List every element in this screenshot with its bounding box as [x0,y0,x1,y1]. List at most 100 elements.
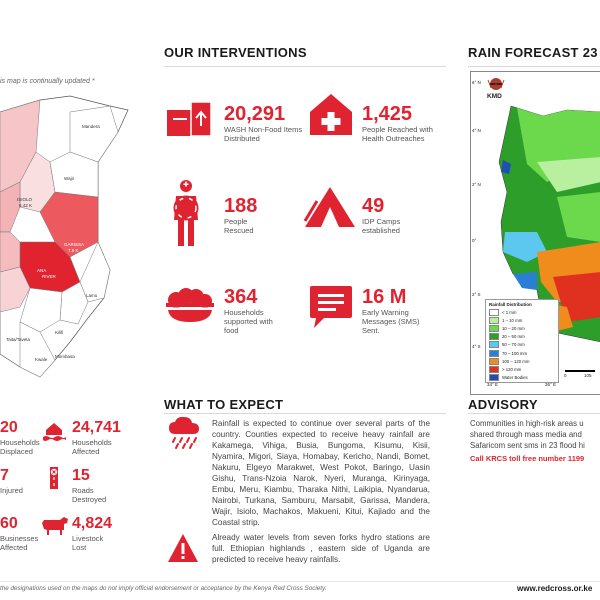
sms-icon [310,286,352,328]
tent-icon [303,187,355,227]
divider [468,66,600,67]
map-update-note: is map is continually updated * [0,78,95,85]
legend-row: 10 – 20 mm [489,324,558,332]
legend-row: < 1 mm [489,308,558,316]
legend-swatch [489,324,499,332]
stat-label: Livestock Lost [72,534,104,552]
legend-label: Water Bodies [502,375,528,381]
advisory-title: ADVISORY [468,397,538,412]
rainfall-distribution-map [498,105,600,342]
scale-label: 105 [584,373,592,378]
divider [468,413,600,414]
legend-swatch [489,333,499,341]
flood-house-icon [42,420,66,447]
map-label-wajir: Wajir [64,176,75,181]
lat-label: 4° N [472,128,481,133]
legend-swatch [489,341,499,349]
households-food-count: 364 [224,286,258,308]
wash-box-icon [167,101,212,137]
map-label-kilifi: Kilifi [55,330,64,335]
stat-value: 4,824 [72,515,113,532]
legend-label: 20 – 50 mm [502,334,525,340]
scale-bar [565,370,595,372]
scale-label: 0 [564,373,567,378]
lat-label: 4° S [472,344,481,349]
interventions-title: OUR INTERVENTIONS [164,45,307,60]
footer-divider [0,581,600,582]
lat-label: 6° N [472,80,481,85]
map-label-lamu: Lamu [86,293,98,298]
legend-row: 20 – 50 mm [489,333,558,341]
map-label-mandera: Mandera [82,124,100,129]
health-outreach-label: People Reached with Health Outreaches [362,125,433,143]
idp-camps-count: 49 [362,195,385,217]
warning-icon [168,534,198,562]
stat-livestock-lost: 4,824 Livestock Lost [72,514,116,552]
idp-camps-label: IDP Camps established [362,217,401,235]
health-house-icon [310,94,352,135]
map-label-isiolo-value: 6.42 K [19,203,33,208]
legend-swatch [489,308,499,316]
lat-label: 2° N [472,182,481,187]
stat-roads-destroyed: 15 Roads Destroyed [72,466,116,504]
divider [164,66,446,67]
lon-label: 34° E [487,382,499,387]
map-label-isiolo: ISIOLO [17,197,33,202]
legend-row: 1 – 10 mm [489,316,558,324]
stat-label: Households Affected [72,438,112,456]
stat-households-affected: 24,741 Households Affected [72,418,121,456]
rain-cloud-icon [169,416,199,449]
map-label-garissa: GARISSA [64,242,85,247]
rescue-person-icon [173,180,199,246]
kenya-impact-map [0,95,129,378]
footer-website-link[interactable]: www.redcross.or.ke [517,584,593,593]
stat-label: Injured [0,486,23,495]
lat-label: 2° S [472,292,481,297]
stat-households-displaced: 20 Households Displaced [0,418,40,456]
legend-row: 70 – 100 mm [489,349,558,357]
legend-row: Water Bodies [489,374,558,382]
advisory-text: Communities in high-risk areas u shared … [470,419,585,450]
sms-label: Early Warning Messages (SMS) Sent. [362,308,420,335]
expect-title: WHAT TO EXPECT [164,397,284,412]
divider [164,413,446,414]
legend-swatch [489,349,499,357]
legend-swatch [489,365,499,373]
stat-label: Roads Destroyed [72,486,107,504]
stat-value: 60 [0,515,18,532]
legend-label: 100 – 120 mm [502,358,530,364]
map-label-taita-taveta: Taita/Taveta [6,337,31,342]
legend-row: 100 – 120 mm [489,357,558,365]
legend-label: 10 – 20 mm [502,325,525,331]
footer-disclaimer: the designations used on the maps do not… [0,585,327,592]
map-label-tana-river: ANA [37,268,47,273]
wash-nfi-count: 20,291 [224,103,286,125]
stat-value: 7 [0,467,9,484]
households-food-label: Households supported with food [224,308,273,335]
legend-label: 70 – 100 mm [502,350,528,356]
legend-row: > 120 mm [489,365,558,373]
expect-paragraph-1: Rainfall is expected to continue over se… [212,419,430,527]
stat-value: 15 [72,467,90,484]
food-bowl-icon [166,288,214,322]
map-label-kwale: Kwale [35,357,48,362]
legend-label: > 120 mm [502,366,522,372]
kmd-agency-label: KMD [487,93,502,100]
stat-value: 24,741 [72,419,121,436]
legend-title: Rainfall Distribution [489,302,532,307]
lat-label: 0° [472,238,477,243]
people-rescued-label: People Rescued [224,217,254,235]
legend-label: < 1 mm [502,309,517,315]
rain-forecast-map: KMD 6° N 4° N 2° N 0° 2° S 4° S Rainfall… [470,71,600,395]
rainfall-legend: Rainfall Distribution < 1 mm 1 – 10 mm 10 … [485,299,559,383]
stat-label: Businesses Affected [0,534,39,552]
krcs-toll-free-call: Call KRCS toll free number 1199 [470,454,585,463]
legend-label: 1 – 10 mm [502,317,523,323]
cow-icon [40,514,70,541]
lon-label: 36° E [545,382,557,387]
road-block-icon [42,466,66,495]
stat-value: 20 [0,419,18,436]
health-outreach-count: 1,425 [362,103,413,125]
stat-injured: 7 Injured [0,466,34,495]
stat-label: Households Displaced [0,438,40,456]
